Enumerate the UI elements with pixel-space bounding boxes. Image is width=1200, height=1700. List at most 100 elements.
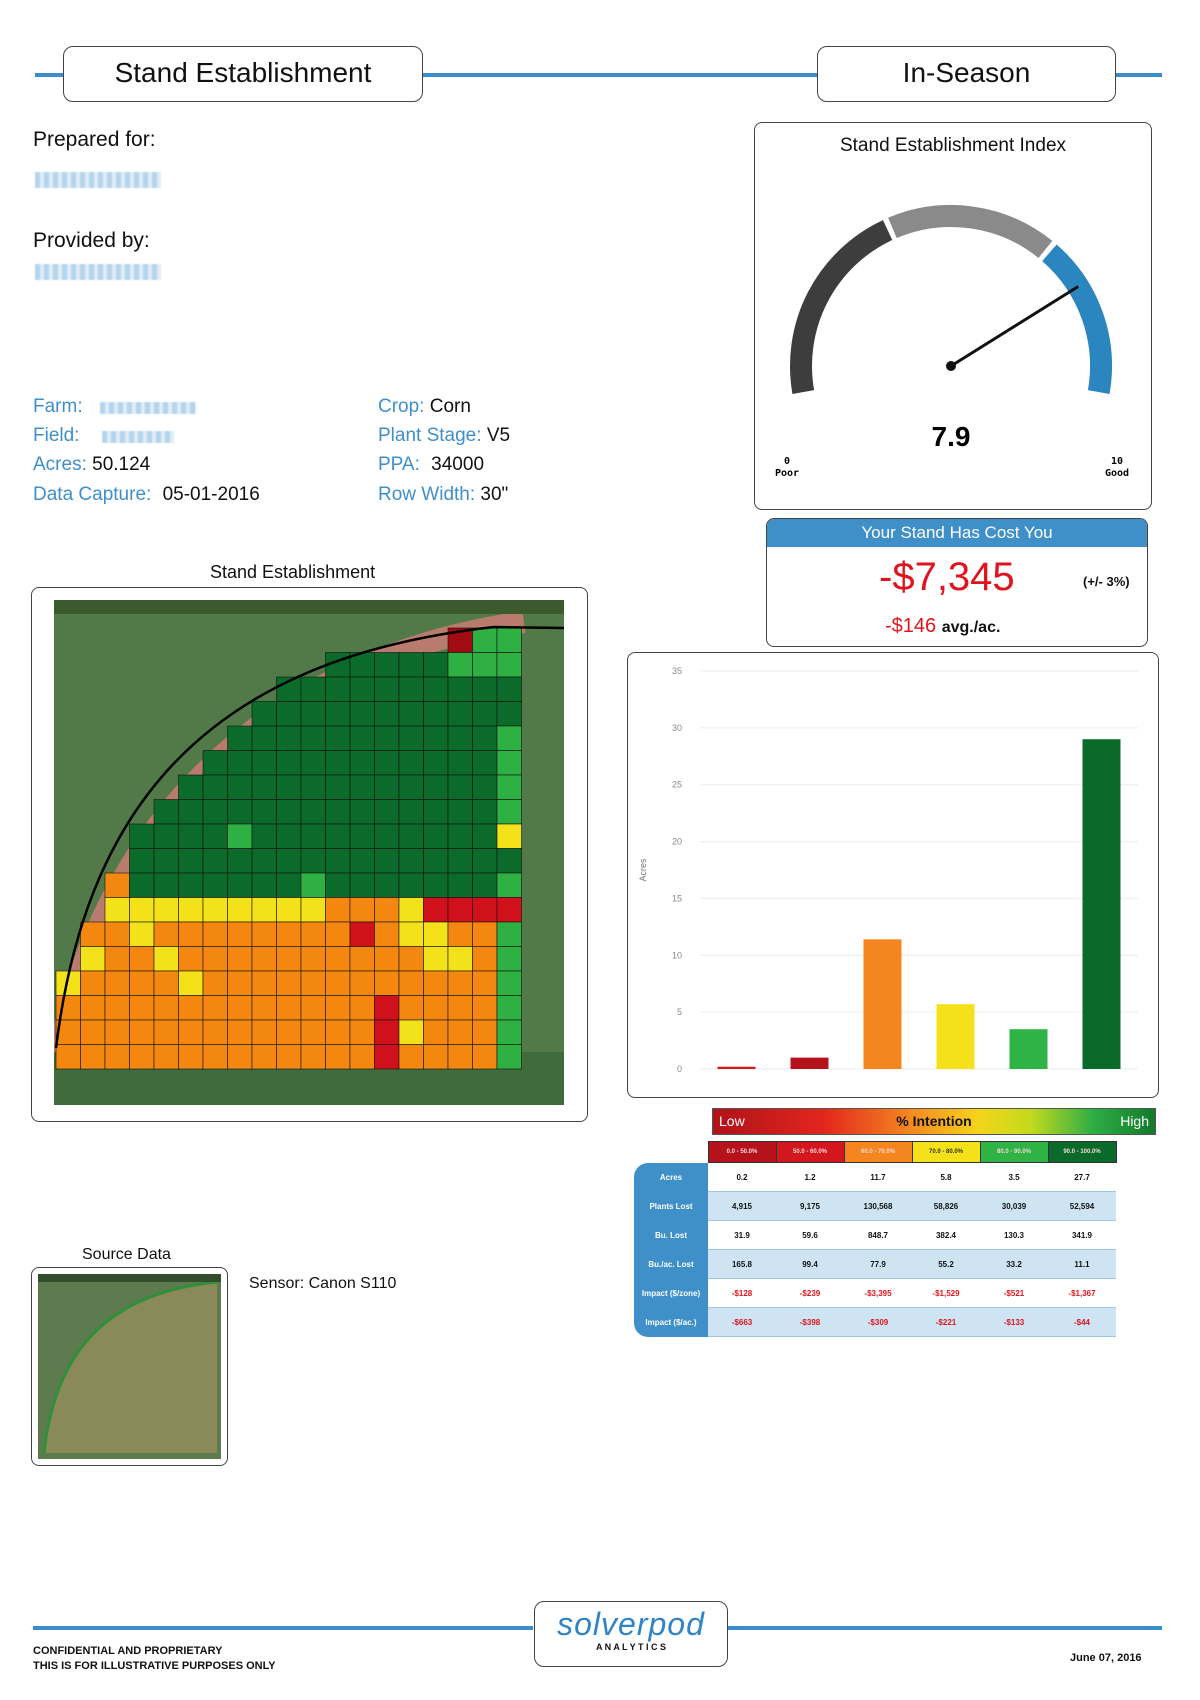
table-row: Acres 0.2 1.2 11.7 5.8 3.5 27.7 bbox=[634, 1162, 1116, 1192]
map-cell bbox=[496, 627, 522, 653]
map-cell bbox=[227, 946, 253, 972]
map-cell bbox=[496, 1044, 522, 1070]
cost-per-acre-value: -$146 bbox=[885, 615, 937, 637]
map-cell bbox=[423, 799, 449, 825]
acres-label: Acres: bbox=[33, 454, 87, 475]
map-cell bbox=[496, 1019, 522, 1045]
map-cell bbox=[104, 970, 130, 996]
map-cell bbox=[80, 995, 106, 1021]
map-cell bbox=[349, 676, 375, 702]
y-axis-label: Acres bbox=[638, 858, 648, 882]
map-cell bbox=[300, 676, 326, 702]
sensor-info: Sensor: Canon S110 bbox=[249, 1275, 397, 1292]
map-cell bbox=[227, 970, 253, 996]
map-cell bbox=[374, 652, 400, 678]
gauge-max-label: Good bbox=[1105, 468, 1129, 479]
farm-row: Farm: bbox=[33, 396, 83, 418]
map-cell bbox=[398, 1019, 424, 1045]
map-cell bbox=[325, 995, 351, 1021]
cost-amount: -$7,345 bbox=[879, 555, 1015, 599]
map-cell bbox=[472, 627, 498, 653]
map-cell bbox=[472, 676, 498, 702]
table-range-header: 50.0 - 60.0% bbox=[775, 1141, 845, 1163]
y-tick-label: 5 bbox=[677, 1007, 682, 1017]
map-cell bbox=[349, 946, 375, 972]
gauge-hub bbox=[946, 361, 956, 371]
header-rule-left bbox=[35, 73, 65, 77]
map-cell bbox=[325, 750, 351, 776]
map-cell bbox=[349, 848, 375, 874]
map-cell bbox=[374, 799, 400, 825]
stage-row: Plant Stage: V5 bbox=[378, 425, 510, 447]
map-cell bbox=[202, 848, 228, 874]
map-cell bbox=[472, 774, 498, 800]
map-cell bbox=[447, 676, 473, 702]
map-cell bbox=[153, 1044, 179, 1070]
map-cell bbox=[398, 995, 424, 1021]
map-cell bbox=[104, 897, 130, 923]
map-cell bbox=[104, 946, 130, 972]
map-cell bbox=[398, 970, 424, 996]
table-cell: -$44 bbox=[1048, 1307, 1116, 1337]
table-cell: 77.9 bbox=[844, 1249, 912, 1279]
table-cell: -$521 bbox=[980, 1278, 1048, 1308]
map-cell bbox=[153, 1019, 179, 1045]
map-cell bbox=[227, 774, 253, 800]
map-cell bbox=[472, 848, 498, 874]
tab-in-season[interactable]: In-Season bbox=[817, 46, 1116, 102]
table-cell: 30,039 bbox=[980, 1191, 1048, 1221]
footer-date: June 07, 2016 bbox=[1070, 1652, 1142, 1664]
map-cell bbox=[447, 921, 473, 947]
map-cell bbox=[202, 823, 228, 849]
map-cell bbox=[276, 799, 302, 825]
tab-stand-establishment[interactable]: Stand Establishment bbox=[63, 46, 423, 102]
map-cell bbox=[202, 897, 228, 923]
map-cell bbox=[423, 823, 449, 849]
map-cell bbox=[251, 1019, 277, 1045]
table-cell: -$128 bbox=[708, 1278, 776, 1308]
table-row: Bu./ac. Lost 165.8 99.4 77.9 55.2 33.2 11.1 bbox=[634, 1249, 1116, 1279]
map-cell bbox=[202, 946, 228, 972]
table-cell: 341.9 bbox=[1048, 1220, 1116, 1250]
footer-confidential: CONFIDENTIAL AND PROPRIETARY bbox=[33, 1645, 223, 1657]
map-cell bbox=[472, 701, 498, 727]
map-cell bbox=[153, 921, 179, 947]
source-image bbox=[38, 1274, 221, 1459]
map-cell bbox=[104, 995, 130, 1021]
table-corner bbox=[634, 1141, 708, 1163]
map-cell bbox=[129, 970, 155, 996]
map-cell bbox=[496, 995, 522, 1021]
table-cell: -$1,529 bbox=[912, 1278, 980, 1308]
map-cell bbox=[227, 725, 253, 751]
table-cell: 52,594 bbox=[1048, 1191, 1116, 1221]
gauge-value: 7.9 bbox=[932, 421, 971, 452]
map-cell bbox=[472, 872, 498, 898]
cost-per-acre-suffix: avg./ac. bbox=[941, 619, 1001, 636]
table-range-row: 0.0 - 50.0% 50.0 - 60.0% 60.0 - 70.0% 70.0 … bbox=[634, 1141, 1117, 1163]
map-cell bbox=[472, 750, 498, 776]
solverpod-logo[interactable]: solverpod A N A L Y T I C S bbox=[534, 1601, 728, 1667]
map-cell bbox=[104, 1044, 130, 1070]
map-cell bbox=[496, 897, 522, 923]
map-cell bbox=[349, 1019, 375, 1045]
legend-mid: % Intention bbox=[896, 1113, 972, 1129]
map-cell bbox=[300, 701, 326, 727]
map-cell bbox=[496, 750, 522, 776]
map-cell bbox=[374, 701, 400, 727]
map-cell bbox=[398, 872, 424, 898]
map-cell bbox=[276, 1044, 302, 1070]
map-cell bbox=[202, 995, 228, 1021]
map-cell bbox=[227, 1044, 253, 1070]
field-label: Field: bbox=[33, 425, 80, 446]
bar bbox=[790, 1057, 829, 1069]
map-cell bbox=[398, 1044, 424, 1070]
legend-high: High bbox=[1120, 1113, 1149, 1129]
map-cell bbox=[423, 872, 449, 898]
y-tick-label: 20 bbox=[672, 837, 682, 847]
table-cell: -$239 bbox=[776, 1278, 844, 1308]
map-cell bbox=[251, 872, 277, 898]
table-cell: 1.2 bbox=[776, 1162, 844, 1192]
map-cell bbox=[276, 701, 302, 727]
stage-label: Plant Stage: bbox=[378, 425, 482, 446]
map-cell bbox=[178, 946, 204, 972]
